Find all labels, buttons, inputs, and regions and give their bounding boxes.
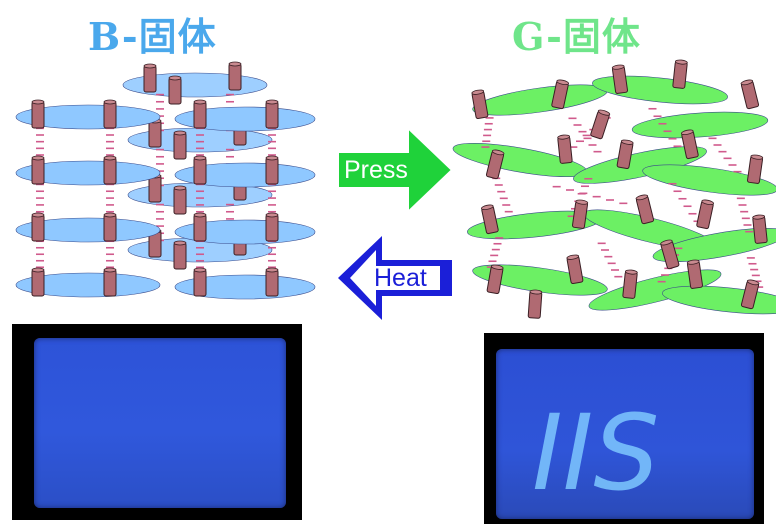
link: [568, 117, 602, 153]
b-solid-title: B-固体: [88, 14, 217, 59]
pillar: [265, 267, 279, 297]
disc: [652, 227, 776, 263]
disc: [15, 160, 161, 186]
link: [481, 117, 494, 148]
pillar: [31, 212, 45, 242]
pillar: [193, 155, 207, 185]
pillar: [193, 267, 207, 297]
pillar: [660, 239, 680, 270]
pillar: [193, 99, 207, 129]
disc: [631, 111, 769, 139]
disc: [15, 217, 161, 243]
pillar: [527, 289, 543, 319]
pillar: [265, 212, 279, 242]
written-mark: IIS: [532, 392, 659, 514]
pillar: [672, 59, 688, 89]
pillar: [265, 155, 279, 185]
link: [736, 197, 754, 233]
heat-arrow: Heat: [338, 236, 452, 320]
pillar: [551, 79, 569, 110]
disc: [174, 106, 316, 132]
link: [708, 137, 742, 173]
disc: [15, 272, 161, 298]
pillar: [572, 199, 589, 229]
pillar: [103, 267, 117, 297]
disc: [642, 164, 776, 196]
disc: [592, 75, 728, 105]
press-label: Press: [344, 156, 408, 184]
pillar: [103, 99, 117, 129]
pillar: [31, 99, 45, 129]
pillar: [103, 212, 117, 242]
pillar: [31, 155, 45, 185]
pillar: [622, 269, 638, 299]
press-arrow: Press: [337, 125, 454, 215]
pillar: [173, 130, 187, 160]
pillar: [740, 279, 760, 310]
disc: [174, 219, 316, 245]
disc: [472, 84, 608, 116]
disc: [15, 104, 161, 130]
pillar: [752, 214, 768, 244]
disc: [174, 162, 316, 188]
pillar: [265, 99, 279, 129]
pillar: [696, 199, 714, 230]
link: [648, 107, 682, 148]
pillar: [471, 89, 489, 120]
pillar: [485, 149, 505, 180]
link: [552, 185, 628, 205]
b-solid-film: [34, 338, 286, 508]
g-solid-film: [496, 349, 754, 519]
pillar: [611, 64, 628, 94]
pillar: [228, 61, 242, 91]
disc: [174, 274, 316, 300]
conversion-arrows: Press Heat: [337, 125, 454, 320]
g-solid-title: G-固体: [512, 14, 641, 59]
disc: [573, 146, 707, 184]
pillar: [590, 109, 611, 140]
pillar: [193, 212, 207, 242]
pillar: [481, 204, 499, 235]
pillar: [747, 154, 764, 184]
pillar: [681, 129, 699, 160]
link: [486, 237, 504, 268]
g-solid-photo: IIS: [484, 333, 764, 524]
link: [597, 242, 623, 278]
pillar: [486, 264, 504, 295]
disc: [588, 269, 722, 311]
g-solid-structure-diagram: [452, 59, 776, 319]
pillar: [686, 259, 703, 289]
pillar: [635, 194, 655, 225]
disc: [662, 285, 776, 315]
link: [492, 177, 513, 213]
pillar: [168, 75, 182, 105]
pillar: [740, 79, 760, 110]
pillar: [173, 185, 187, 215]
pillar: [557, 134, 573, 164]
pillar: [566, 254, 584, 285]
written-text: IIS: [532, 392, 659, 514]
pillar: [103, 155, 117, 185]
pillar: [173, 240, 187, 270]
b-solid-photo: [12, 324, 302, 520]
pillar: [143, 63, 157, 93]
pillar: [616, 139, 634, 170]
pillar: [31, 267, 45, 297]
heat-label: Heat: [374, 264, 427, 292]
b-solid-structure-diagram: [15, 61, 316, 300]
